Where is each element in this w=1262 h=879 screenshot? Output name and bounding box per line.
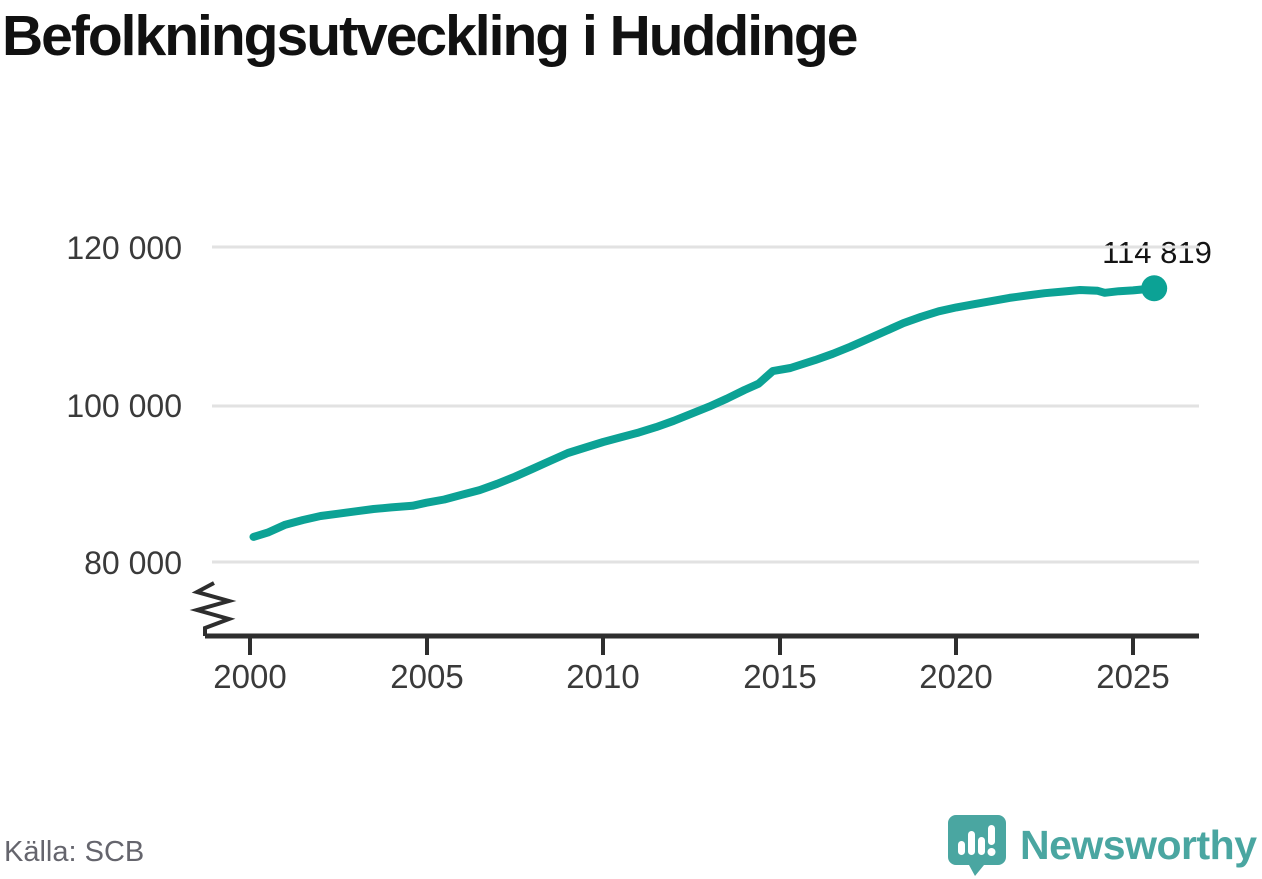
source-note: Källa: SCB [4,836,145,868]
x-tick-label-2020: 2020 [919,658,993,695]
y-tick-label-80000: 80 000 [84,545,182,581]
population-line [249,284,1159,541]
axis-break-icon [189,581,237,636]
brand-name: Newsworthy [1020,821,1257,868]
brand-footer: Newsworthy [946,812,1257,878]
x-tick-label-2025: 2025 [1096,658,1170,695]
x-axis [189,581,1199,655]
y-tick-label-120000: 120 000 [66,230,182,266]
x-tick-label-2015: 2015 [743,658,817,695]
x-tick-label-2000: 2000 [213,658,287,695]
x-tick-label-2010: 2010 [566,658,640,695]
logo-barchart-glyph [958,825,996,856]
end-value-label: 114 819 [1102,235,1212,270]
latest-value-dot [1141,275,1168,302]
newsworthy-logo-icon [948,815,1006,876]
x-tick-label-2005: 2005 [390,658,464,695]
chart-title: Befolkningsutveckling i Huddinge [2,4,858,68]
y-tick-label-100000: 100 000 [66,388,182,424]
